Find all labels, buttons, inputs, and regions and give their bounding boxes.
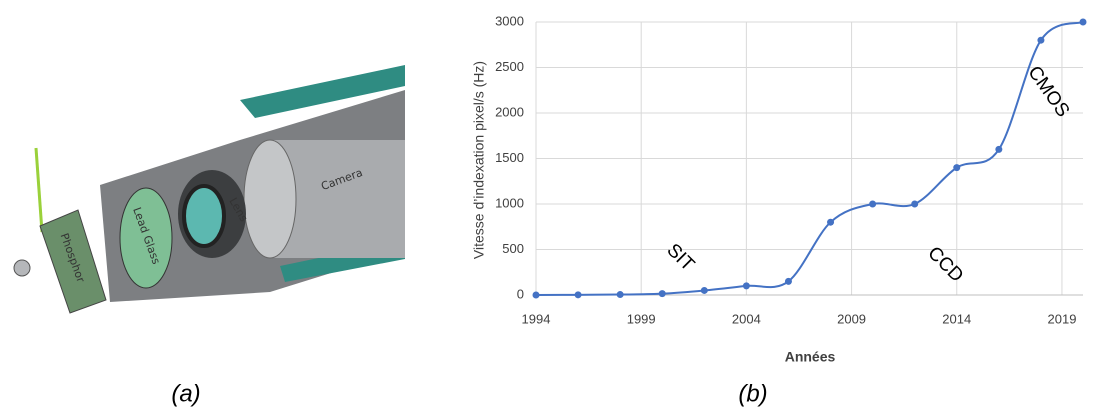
x-tick-label: 2009 bbox=[837, 311, 866, 326]
marker bbox=[616, 291, 624, 299]
caption: (b) bbox=[738, 380, 767, 407]
y-tick-label: 0 bbox=[517, 286, 524, 301]
x-tick-label: 1999 bbox=[627, 311, 656, 326]
y-tick-label: 2000 bbox=[495, 104, 524, 119]
marker bbox=[574, 291, 582, 299]
y-tick-label: 500 bbox=[502, 241, 524, 256]
lens-glass bbox=[182, 184, 226, 248]
marker bbox=[827, 218, 835, 226]
screw bbox=[13, 259, 31, 277]
beam bbox=[34, 147, 44, 233]
x-tick-label: 2004 bbox=[732, 311, 761, 326]
top-plate bbox=[240, 65, 405, 118]
caption: (a) bbox=[171, 380, 200, 407]
annotation: CMOS bbox=[1023, 62, 1073, 121]
x-tick-label: 2019 bbox=[1048, 311, 1077, 326]
lead-glass bbox=[119, 187, 173, 289]
marker bbox=[869, 200, 877, 208]
y-axis-label: Vitesse d’indexation pixel/s (Hz) bbox=[471, 61, 487, 259]
marker bbox=[742, 282, 750, 290]
marker bbox=[532, 291, 540, 299]
marker bbox=[784, 277, 792, 285]
camera-diagram: Phosphor Lead Glass Lens Camera bbox=[13, 65, 405, 314]
annotation: SIT bbox=[662, 240, 698, 276]
marker bbox=[1079, 18, 1087, 26]
marker bbox=[995, 145, 1003, 153]
y-tick-label: 1500 bbox=[495, 150, 524, 165]
marker bbox=[658, 290, 666, 298]
x-axis-label: Années bbox=[785, 349, 836, 365]
y-tick-label: 1000 bbox=[495, 195, 524, 210]
marker bbox=[911, 200, 919, 208]
marker bbox=[953, 164, 961, 172]
marker bbox=[700, 286, 708, 294]
phosphor-screen bbox=[39, 209, 107, 314]
x-tick-label: 1994 bbox=[522, 311, 551, 326]
y-tick-label: 2500 bbox=[495, 59, 524, 74]
x-tick-label: 2014 bbox=[942, 311, 971, 326]
y-tick-label: 3000 bbox=[495, 13, 524, 28]
camera-front bbox=[243, 139, 297, 259]
marker bbox=[1037, 36, 1045, 44]
